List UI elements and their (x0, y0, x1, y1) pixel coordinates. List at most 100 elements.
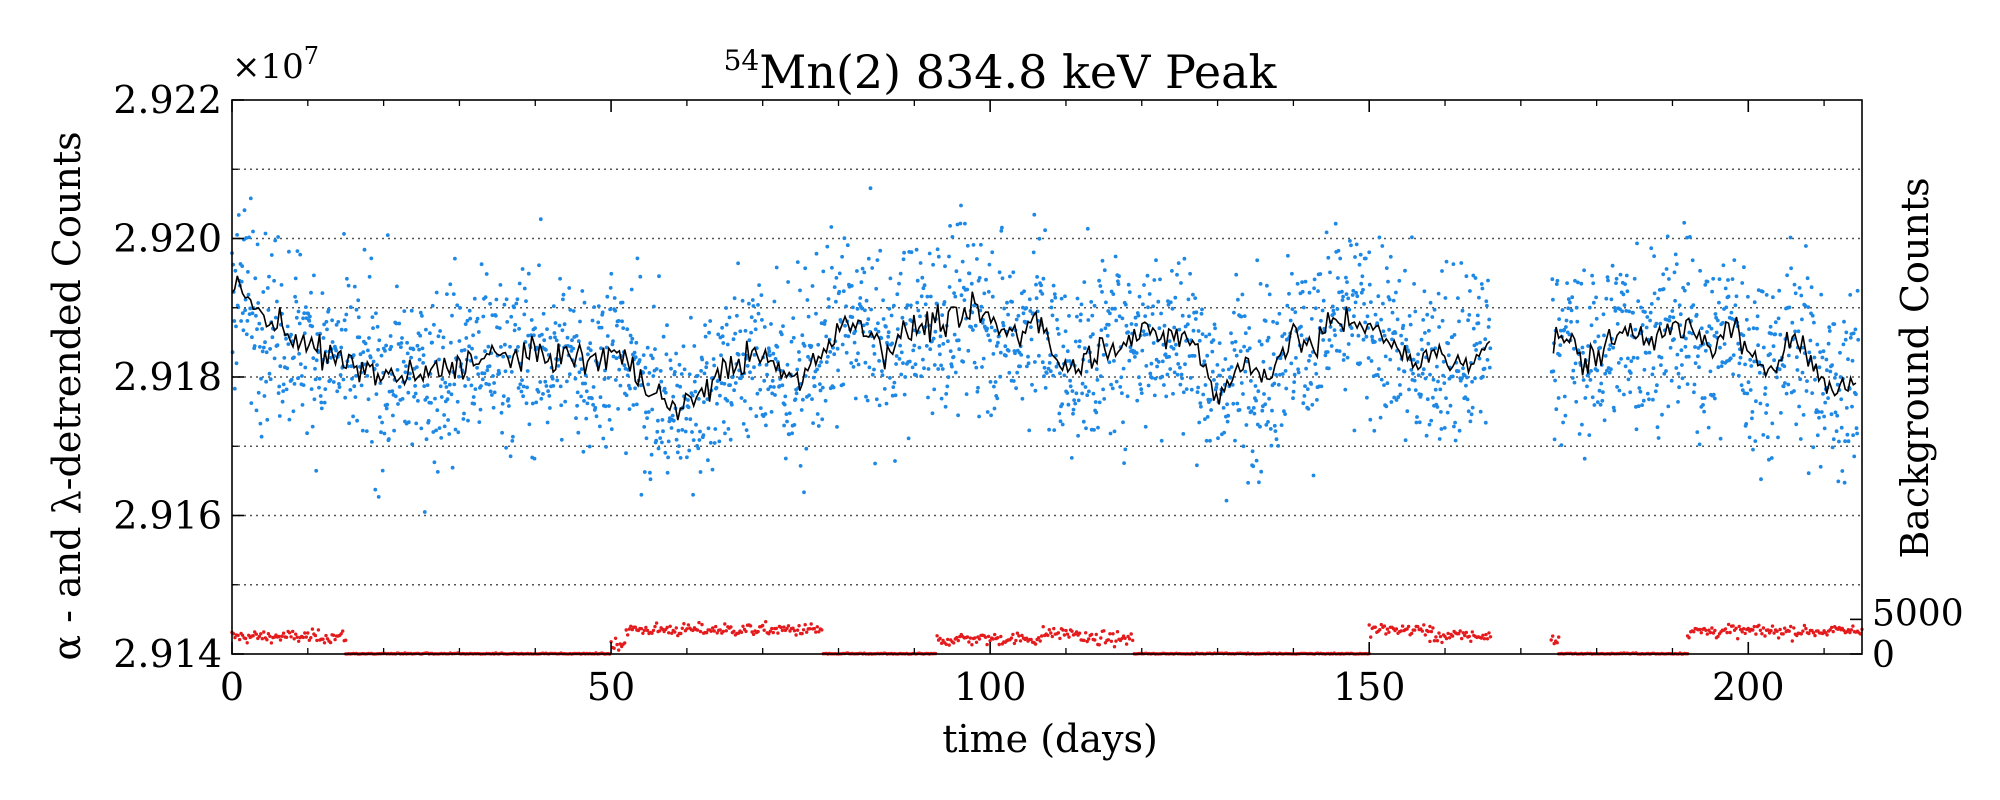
background-point (723, 622, 727, 626)
count-point (1486, 325, 1491, 329)
count-point (1825, 368, 1829, 373)
background-point (685, 627, 689, 631)
count-point (1359, 281, 1364, 286)
count-point (995, 396, 1000, 401)
count-point (756, 311, 761, 316)
count-point (471, 333, 475, 338)
count-point (1668, 315, 1672, 319)
count-point (1846, 357, 1850, 362)
count-point (1105, 333, 1110, 338)
count-point (1485, 358, 1490, 362)
count-point (1614, 281, 1618, 285)
count-point (782, 402, 787, 407)
background-point (1018, 639, 1023, 643)
count-point (1052, 428, 1057, 432)
count-point (1585, 384, 1589, 389)
count-point (1801, 413, 1806, 417)
count-point (921, 357, 925, 362)
count-point (343, 328, 348, 332)
count-point (947, 254, 951, 259)
count-point (598, 424, 602, 429)
count-point (1050, 313, 1055, 318)
count-point (1823, 400, 1828, 405)
count-point (1726, 294, 1731, 299)
background-point (709, 629, 713, 633)
count-point (749, 315, 754, 320)
count-point (406, 390, 411, 395)
count-point (1271, 352, 1276, 356)
count-point (1352, 428, 1357, 433)
count-point (906, 436, 911, 441)
count-point (505, 320, 510, 324)
background-point (1481, 633, 1485, 637)
background-point (1015, 631, 1020, 635)
count-point (1308, 353, 1312, 358)
background-point (739, 630, 744, 634)
count-point (543, 379, 548, 384)
background-point (815, 625, 819, 629)
count-point (1553, 378, 1557, 383)
count-point (1160, 374, 1165, 379)
count-point (1551, 369, 1556, 374)
count-point (1323, 353, 1328, 358)
count-point (413, 384, 417, 388)
count-point (744, 428, 749, 432)
count-point (1625, 289, 1630, 294)
count-point (1816, 410, 1821, 414)
count-point (414, 421, 419, 426)
count-point (1855, 431, 1859, 436)
count-point (889, 313, 894, 318)
background-point (812, 626, 816, 631)
count-point (1439, 410, 1443, 414)
count-point (823, 398, 828, 403)
count-point (579, 367, 584, 371)
count-point (993, 380, 998, 384)
count-point (1252, 411, 1257, 416)
background-point (617, 648, 621, 652)
count-point (673, 370, 677, 374)
count-point (1656, 436, 1661, 440)
count-point (1057, 411, 1062, 416)
count-point (1257, 480, 1261, 485)
count-point (516, 345, 520, 349)
count-point (472, 401, 477, 406)
count-point (450, 465, 455, 470)
count-point (966, 348, 971, 353)
count-point (1068, 378, 1072, 383)
count-point (1077, 344, 1082, 349)
count-point (540, 332, 544, 337)
count-point (1557, 353, 1562, 358)
count-point (541, 311, 546, 316)
count-point (1046, 366, 1051, 371)
count-point (522, 312, 527, 317)
count-point (1055, 317, 1059, 322)
count-point (1074, 391, 1079, 396)
count-point (1255, 258, 1260, 263)
count-point (1232, 310, 1236, 315)
count-point (1713, 312, 1718, 316)
count-point (1729, 310, 1734, 315)
count-point (1261, 359, 1266, 364)
count-point (1139, 391, 1144, 395)
count-point (375, 324, 380, 329)
count-point (1234, 353, 1239, 358)
count-point (1328, 325, 1333, 329)
count-point (1487, 365, 1492, 370)
count-point (334, 348, 338, 353)
count-point (1000, 276, 1005, 281)
background-point (1484, 632, 1488, 637)
count-point (1207, 332, 1212, 337)
count-point (393, 394, 398, 399)
count-point (487, 382, 491, 387)
count-point (1273, 429, 1278, 433)
count-point (1734, 294, 1739, 299)
count-point (468, 316, 473, 321)
count-point (1033, 360, 1037, 364)
count-point (435, 470, 440, 474)
count-point (803, 266, 808, 271)
count-point (1691, 303, 1696, 307)
count-point (604, 445, 608, 449)
background-point (1049, 631, 1053, 635)
count-point (863, 308, 867, 313)
count-point (1426, 341, 1431, 346)
